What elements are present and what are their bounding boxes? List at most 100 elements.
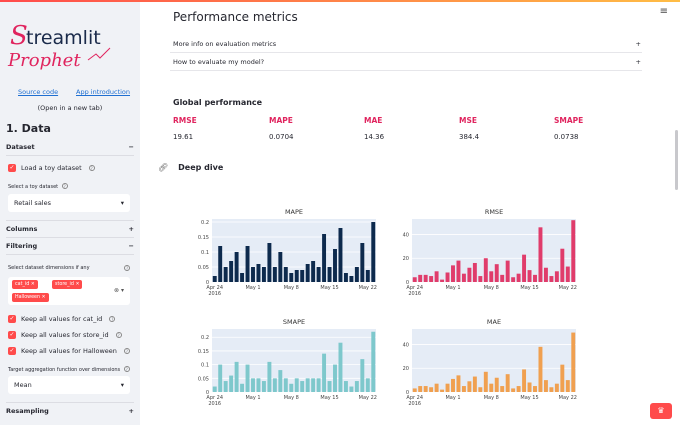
bar[interactable] xyxy=(472,376,477,392)
bar[interactable] xyxy=(240,273,245,282)
bar[interactable] xyxy=(267,243,272,282)
bar[interactable] xyxy=(423,386,428,392)
bar[interactable] xyxy=(245,364,250,392)
bar[interactable] xyxy=(483,371,488,392)
bar[interactable] xyxy=(516,386,521,392)
bar[interactable] xyxy=(223,381,228,392)
columns-expander[interactable]: Columns + xyxy=(6,225,134,233)
bar[interactable] xyxy=(522,369,527,392)
toy-dataset-select[interactable]: Retail sales ▾ xyxy=(8,194,130,212)
expander-eval-metrics[interactable]: More info on evaluation metrics + xyxy=(173,40,641,48)
bar[interactable] xyxy=(522,254,527,282)
bar[interactable] xyxy=(478,276,483,282)
bar[interactable] xyxy=(533,386,537,392)
help-icon[interactable]: ? xyxy=(123,366,130,372)
bar[interactable] xyxy=(322,234,327,282)
bar[interactable] xyxy=(267,361,272,392)
bar[interactable] xyxy=(434,383,439,392)
bar[interactable] xyxy=(456,375,461,392)
bar[interactable] xyxy=(294,378,299,392)
bar[interactable] xyxy=(549,387,554,392)
bar[interactable] xyxy=(360,359,365,392)
bar[interactable] xyxy=(234,361,239,392)
bar[interactable] xyxy=(218,246,223,282)
bar[interactable] xyxy=(245,246,250,282)
keep-halloween-checkbox[interactable]: ✓ Keep all values for Halloween ? xyxy=(8,347,130,355)
bar[interactable] xyxy=(354,267,359,282)
bar[interactable] xyxy=(229,261,234,282)
bar[interactable] xyxy=(565,380,570,392)
bar[interactable] xyxy=(289,273,294,282)
bar[interactable] xyxy=(289,383,294,392)
bar[interactable] xyxy=(429,387,434,392)
bar[interactable] xyxy=(511,388,516,392)
bar[interactable] xyxy=(294,270,299,282)
bar[interactable] xyxy=(251,378,255,392)
bar[interactable] xyxy=(472,262,477,282)
aggregation-select[interactable]: Mean ▾ xyxy=(8,376,130,394)
bar[interactable] xyxy=(311,261,316,282)
bar[interactable] xyxy=(445,383,450,392)
bar[interactable] xyxy=(456,260,461,282)
bar[interactable] xyxy=(256,264,261,282)
bar[interactable] xyxy=(316,378,321,392)
bar[interactable] xyxy=(489,271,494,282)
bar[interactable] xyxy=(434,271,439,282)
bar[interactable] xyxy=(261,381,266,392)
app-introduction-link[interactable]: App introduction xyxy=(76,88,131,96)
bar[interactable] xyxy=(349,386,354,392)
bar[interactable] xyxy=(543,380,548,392)
filtering-expander[interactable]: Filtering − xyxy=(6,242,134,250)
bar[interactable] xyxy=(311,378,316,392)
bar[interactable] xyxy=(354,381,359,392)
bar[interactable] xyxy=(300,270,305,282)
bar[interactable] xyxy=(278,252,283,282)
bar[interactable] xyxy=(343,273,348,282)
bar[interactable] xyxy=(549,276,554,282)
bar[interactable] xyxy=(516,273,521,282)
bar[interactable] xyxy=(418,386,423,392)
bar[interactable] xyxy=(234,252,239,282)
bar[interactable] xyxy=(338,228,343,282)
bar[interactable] xyxy=(478,387,483,392)
bar[interactable] xyxy=(571,332,576,392)
bar[interactable] xyxy=(371,331,376,392)
bar[interactable] xyxy=(418,274,423,282)
source-code-link[interactable]: Source code xyxy=(18,88,59,96)
bar[interactable] xyxy=(218,364,223,392)
load-toy-checkbox[interactable]: ✓ Load a toy dataset ? xyxy=(8,164,95,172)
bar[interactable] xyxy=(538,227,543,282)
bar[interactable] xyxy=(423,274,428,282)
keep-cat-id-checkbox[interactable]: ✓ Keep all values for cat_id ? xyxy=(8,315,116,323)
clear-dropdown-icon[interactable]: ⊗ ▾ xyxy=(114,287,124,294)
help-icon[interactable]: ? xyxy=(61,183,68,189)
bar[interactable] xyxy=(212,276,217,282)
bar[interactable] xyxy=(560,364,565,392)
bar[interactable] xyxy=(322,353,327,392)
bar[interactable] xyxy=(229,375,234,392)
bar[interactable] xyxy=(461,386,466,392)
bar[interactable] xyxy=(440,389,445,392)
tag-store-id[interactable]: store_id ✕ xyxy=(52,280,83,289)
bar[interactable] xyxy=(360,243,365,282)
bar[interactable] xyxy=(261,267,266,282)
help-icon[interactable]: ? xyxy=(115,332,122,338)
bar[interactable] xyxy=(343,381,348,392)
bar[interactable] xyxy=(300,381,305,392)
bar[interactable] xyxy=(533,274,537,282)
bar[interactable] xyxy=(429,276,434,282)
bar[interactable] xyxy=(283,378,288,392)
bar[interactable] xyxy=(527,270,532,282)
bar[interactable] xyxy=(327,381,332,392)
bar[interactable] xyxy=(349,276,354,282)
bar[interactable] xyxy=(451,378,455,392)
bar[interactable] xyxy=(412,388,417,392)
bar[interactable] xyxy=(538,346,543,392)
dataset-expander[interactable]: Dataset − xyxy=(6,143,134,151)
bar[interactable] xyxy=(500,274,505,282)
expander-evaluate-model[interactable]: How to evaluate my model? + xyxy=(173,58,641,66)
bar[interactable] xyxy=(505,374,510,392)
dimensions-multiselect[interactable]: cat_id ✕ store_id ✕ Halloween ✕ ⊗ ▾ xyxy=(8,277,130,305)
bar[interactable] xyxy=(554,271,559,282)
bar[interactable] xyxy=(333,364,337,392)
